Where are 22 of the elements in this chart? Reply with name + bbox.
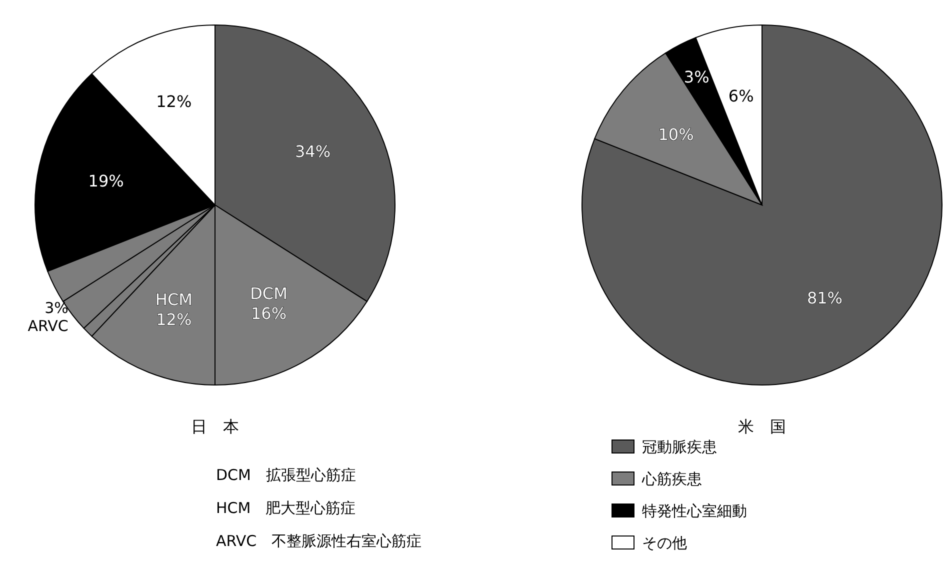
legend-label: 冠動脈疾患 xyxy=(642,438,717,456)
data-label: 6% xyxy=(728,86,754,106)
text: DCM 拡張型心筋症 xyxy=(216,466,356,484)
data-label: 34% xyxy=(295,142,331,162)
data-label: 19% xyxy=(88,172,124,191)
data-label: 3% xyxy=(44,299,68,318)
legend-label: その他 xyxy=(642,534,687,552)
data-label: 12% xyxy=(156,310,192,329)
text: ARVC 不整脈源性右室心筋症 xyxy=(216,532,422,550)
slice-label: ARVC xyxy=(28,317,68,336)
data-label: 12% xyxy=(156,92,192,112)
text: 日 本 xyxy=(191,417,239,436)
legend-label: 特発性心室細動 xyxy=(642,502,747,520)
legend-label: 心筋疾患 xyxy=(641,470,702,488)
data-label: 3% xyxy=(684,68,710,87)
slice-label: DCM xyxy=(250,284,288,303)
text: 米 国 xyxy=(738,417,786,436)
data-label: 16% xyxy=(250,304,287,323)
data-label: 10% xyxy=(658,124,694,144)
slice-label: HCM xyxy=(155,290,192,309)
data-label: 81% xyxy=(806,288,843,308)
text: HCM 肥大型心筋症 xyxy=(216,499,356,517)
